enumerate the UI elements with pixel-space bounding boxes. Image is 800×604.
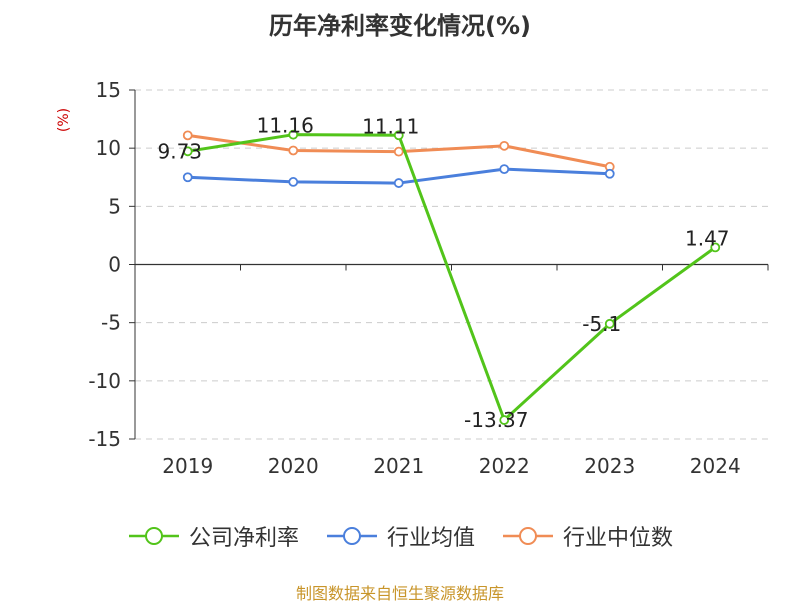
legend-item[interactable]: 行业均值 — [325, 520, 475, 552]
data-label: -13.37 — [464, 408, 528, 432]
y-tick-label: 15 — [96, 78, 121, 102]
y-tick-label: -10 — [88, 369, 121, 393]
data-point — [710, 242, 721, 253]
x-tick-label: 2024 — [690, 454, 741, 478]
data-point — [604, 168, 615, 179]
data-point — [393, 178, 404, 188]
data-point — [499, 140, 510, 151]
data-point — [499, 415, 510, 425]
legend-swatch-icon — [503, 527, 553, 545]
data-point — [288, 145, 299, 156]
x-tick-label: 2019 — [162, 454, 213, 478]
x-tick-label: 2022 — [479, 454, 530, 478]
data-point — [393, 146, 404, 157]
y-tick-label: 0 — [108, 253, 121, 277]
data-point — [182, 172, 193, 183]
legend-swatch-icon — [128, 527, 179, 545]
legend-item[interactable]: 公司净利率 — [127, 520, 299, 552]
data-label: 11.16 — [257, 114, 314, 138]
legend-label: 公司净利率 — [188, 526, 299, 551]
data-point — [499, 164, 510, 175]
y-tick-label: 5 — [108, 194, 121, 218]
y-tick-label: -5 — [101, 311, 121, 335]
legend-label: 行业均值 — [386, 526, 475, 551]
legend-item[interactable]: 行业中位数 — [501, 520, 673, 552]
legend-swatch-icon — [326, 527, 377, 545]
data-label: 9.73 — [157, 139, 202, 163]
data-point — [288, 129, 299, 140]
legend: 公司净利率 行业均值 行业中位数 — [0, 520, 800, 552]
series-line-0 — [187, 133, 717, 422]
data-point — [182, 130, 193, 141]
x-tick-label: 2023 — [584, 454, 635, 478]
data-point — [288, 177, 299, 187]
x-tick-label: 2020 — [268, 454, 319, 478]
data-point — [182, 146, 193, 157]
y-tick-label: -15 — [88, 427, 121, 451]
data-point — [604, 318, 615, 329]
data-label: 1.47 — [685, 226, 730, 250]
data-label: 11.11 — [362, 114, 419, 138]
chart-title: 历年净利率变化情况(%) — [269, 12, 531, 40]
data-label: -5.1 — [582, 312, 621, 336]
y-tick-label: 10 — [96, 136, 121, 160]
source-footer: 制图数据来自恒生聚源数据库 — [295, 584, 504, 603]
data-point — [393, 130, 404, 141]
x-tick-label: 2021 — [373, 454, 424, 478]
legend-label: 行业中位数 — [563, 526, 674, 551]
